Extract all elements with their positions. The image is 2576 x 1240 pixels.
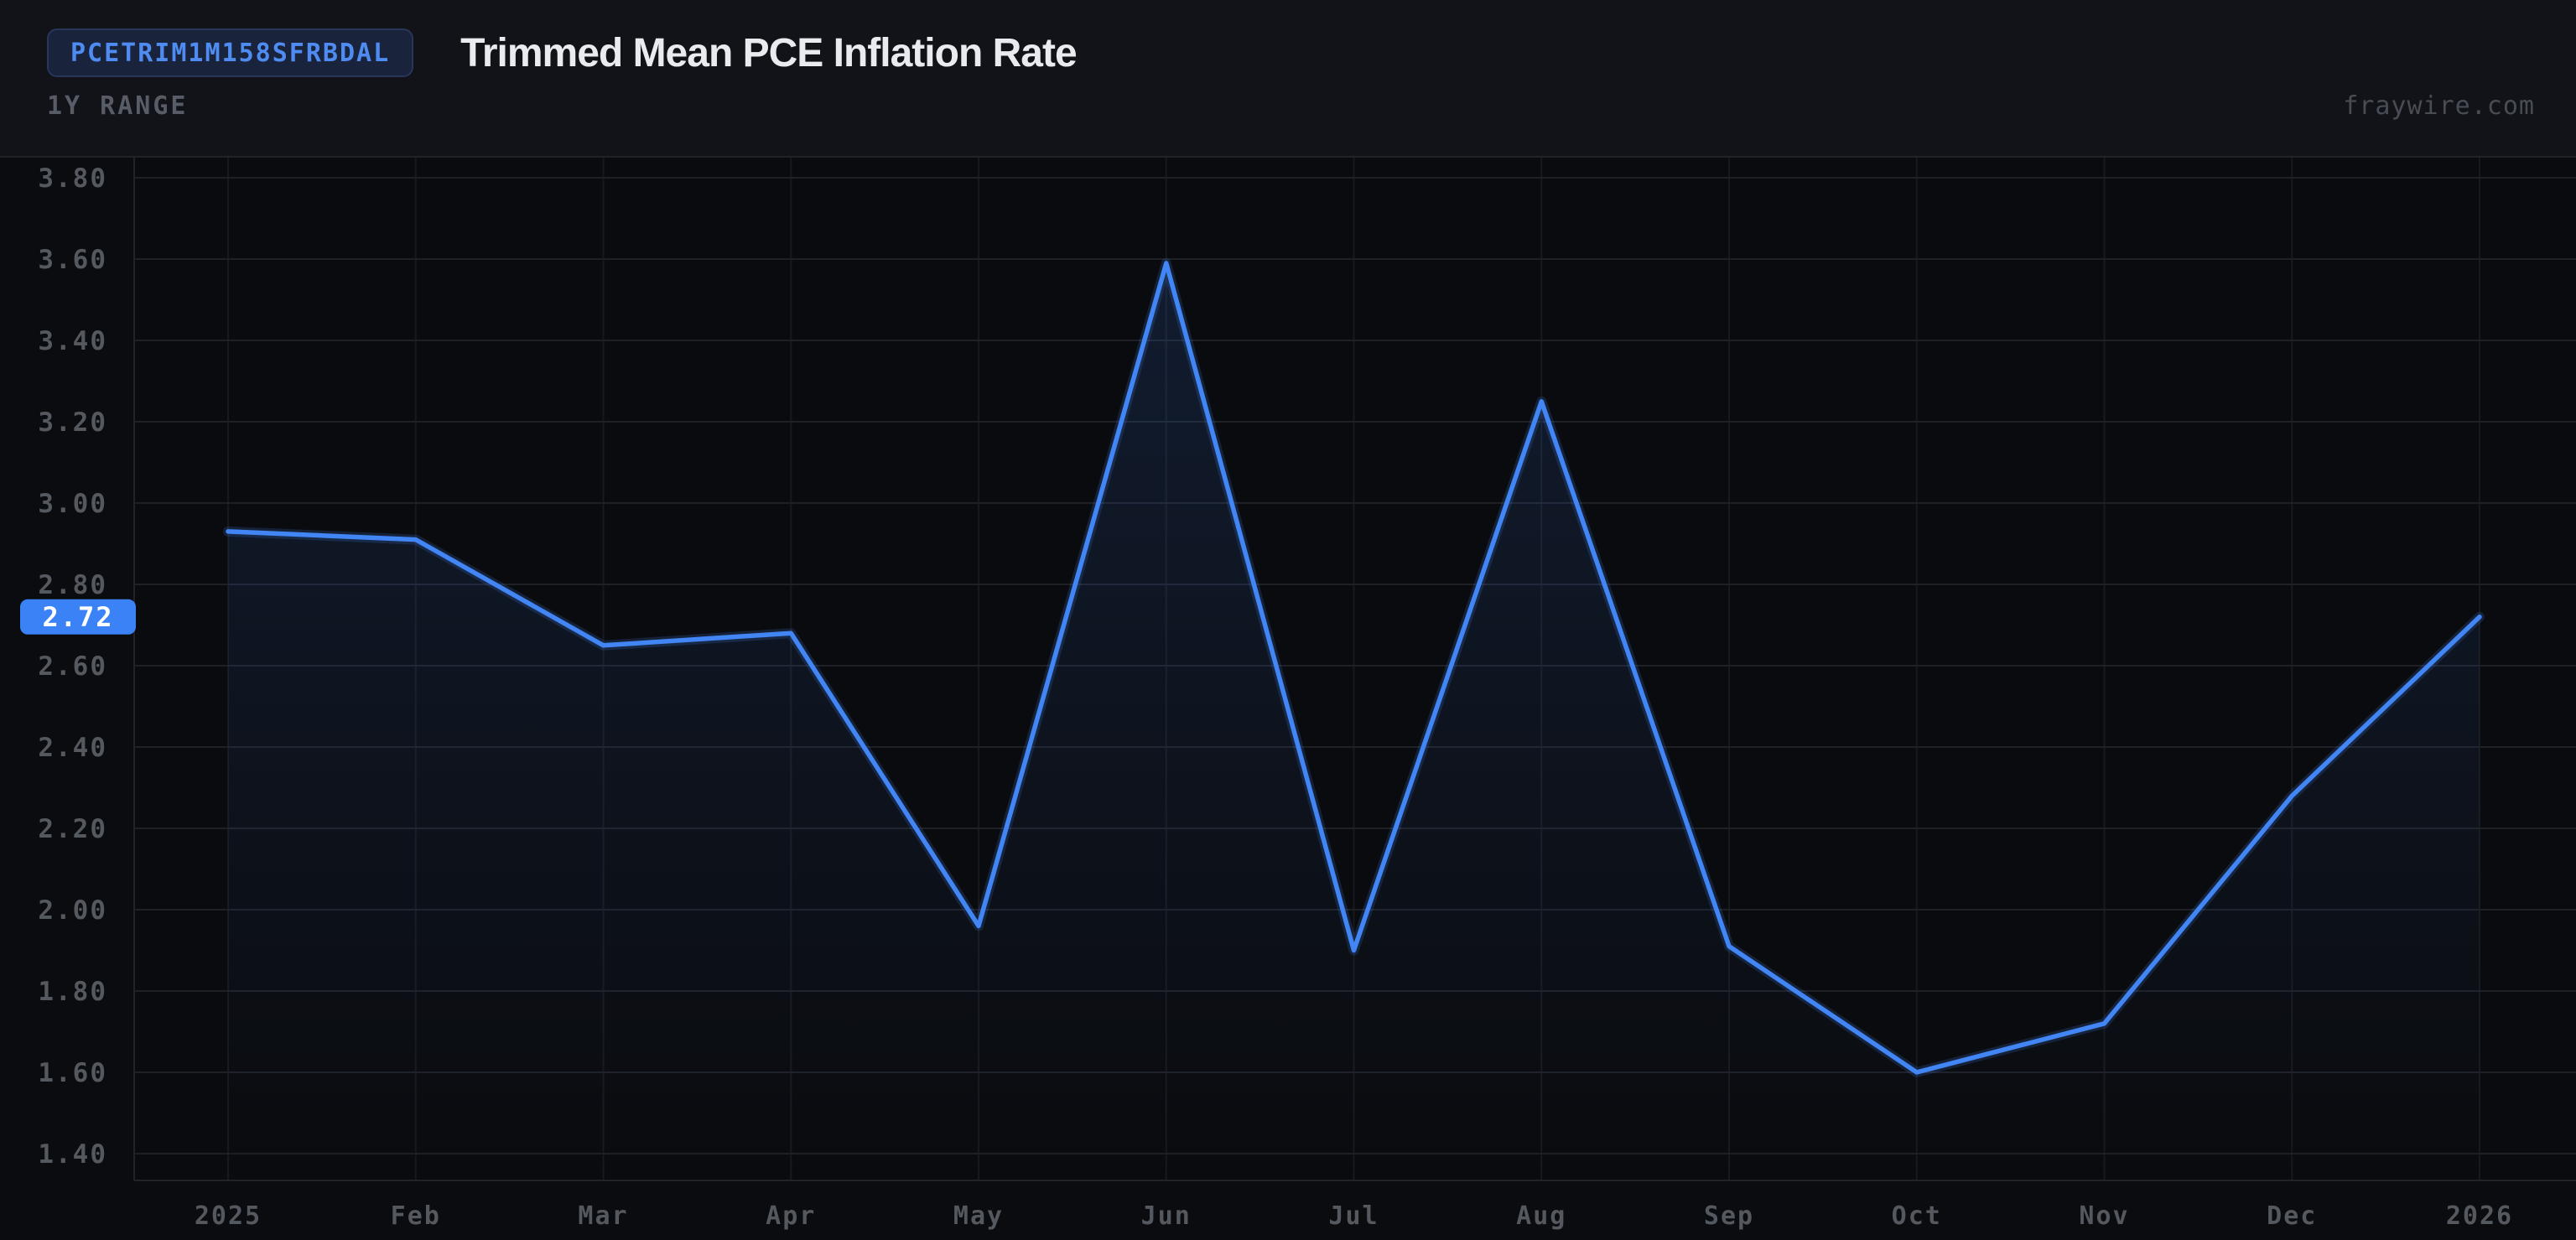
x-axis-labels: 2025 Feb Mar Apr May Jun Jul Aug Sep Oct Nov Dec 202… [195,1201,2513,1231]
y-tick-label: 3.20 [38,407,107,438]
page-title: Trimmed Mean PCE Inflation Rate [460,30,1077,75]
x-tick-label: Nov [2079,1201,2129,1231]
x-tick-label: Jun [1141,1201,1192,1231]
x-tick-label: Dec [2267,1201,2317,1231]
x-tick-label: Sep [1704,1201,1754,1231]
ticker-badge-label: PCETRIM1M158SFRBDAL [70,38,391,68]
header-title-row: PCETRIM1M158SFRBDAL Trimmed Mean PCE Inf… [47,29,1078,77]
data-line [226,261,2482,1075]
y-tick-label: 2.80 [38,570,107,600]
y-tick-label: 3.00 [38,489,107,519]
y-tick-label: 1.60 [38,1058,107,1088]
y-tick-label: 2.20 [38,814,107,844]
current-value-chip-bg [20,599,136,635]
area-fill [228,262,2480,1180]
current-value-chip: 2.72 [20,599,136,635]
current-value-chip-label: 2.72 [42,601,113,633]
y-tick-label: 1.40 [38,1139,107,1170]
x-tick-label: Feb [391,1201,441,1231]
y-tick-label: 2.60 [38,651,107,682]
ticker-badge[interactable]: PCETRIM1M158SFRBDAL [47,29,414,77]
x-tick-label: Mar [578,1201,628,1231]
x-tick-label: Apr [766,1201,816,1231]
watermark: fraywire.com [2343,91,2535,121]
y-tick-label: 2.40 [38,733,107,763]
y-tick-label: 3.60 [38,245,107,275]
x-tick-label: Oct [1892,1201,1942,1231]
y-tick-label: 3.80 [38,163,107,194]
x-tick-label: 2026 [2446,1201,2513,1231]
chart-header: PCETRIM1M158SFRBDAL Trimmed Mean PCE Inf… [0,0,2576,157]
x-tick-label: May [953,1201,1004,1231]
header-meta-row: 1Y RANGE fraywire.com [47,91,2535,121]
y-tick-label: 2.00 [38,895,107,926]
x-tick-label: Aug [1516,1201,1566,1231]
x-tick-label: Jul [1328,1201,1379,1231]
y-tick-label: 3.40 [38,326,107,356]
y-axis-labels: 1.40 1.60 1.80 2.00 2.20 2.40 2.60 2.80 3.00 3.20… [38,163,107,1170]
range-label: 1Y RANGE [47,91,189,121]
x-tick-label: 2025 [195,1201,262,1231]
y-tick-label: 1.80 [38,977,107,1007]
